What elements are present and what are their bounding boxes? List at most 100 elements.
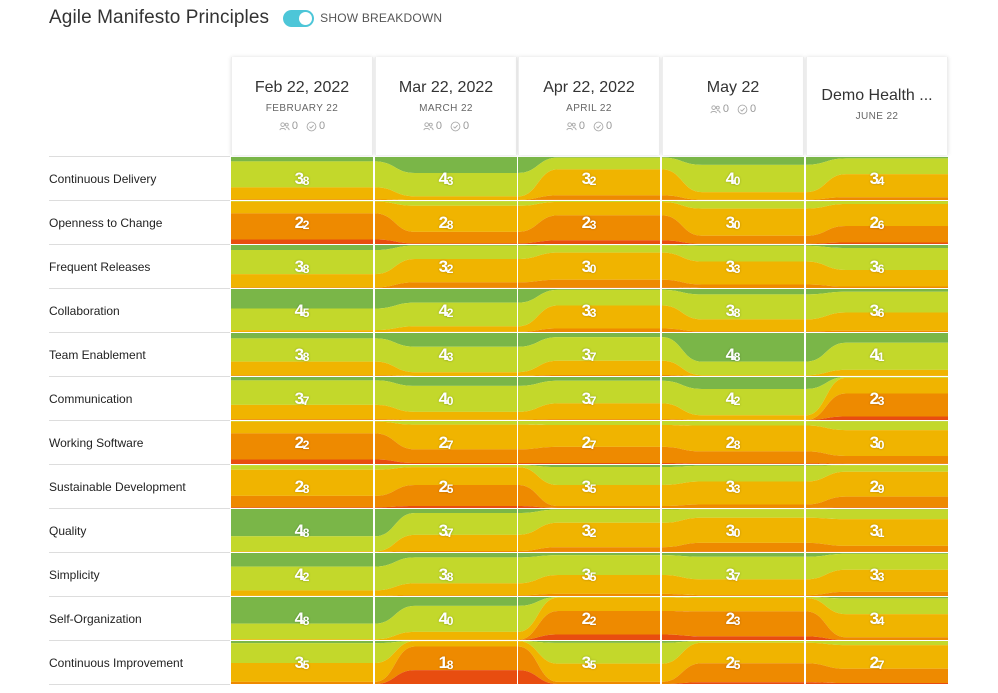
people-icon: [423, 121, 434, 130]
row-label: Simplicity: [49, 568, 100, 582]
score-cell[interactable]: 4. 3: [375, 157, 517, 200]
score-cell[interactable]: 2. 2: [231, 421, 373, 464]
score-cell[interactable]: 4. 0: [662, 157, 804, 200]
score-cell[interactable]: 4. 2: [231, 553, 373, 596]
score-cell[interactable]: 3. 7: [518, 377, 660, 420]
score-cell[interactable]: 1. 8: [375, 641, 517, 684]
column-header-1[interactable]: Feb 22, 2022 FEBRUARY 22 0 0: [231, 57, 373, 155]
band-s3: [375, 583, 517, 596]
band-s2: [662, 611, 804, 637]
score-cell[interactable]: 3. 8: [231, 333, 373, 376]
row-divider: [49, 464, 230, 465]
band-s3: [231, 404, 373, 420]
band-s3: [806, 312, 948, 332]
band-s4: [231, 566, 373, 591]
score-cell[interactable]: 3. 7: [375, 509, 517, 552]
score-cell[interactable]: 2. 5: [375, 465, 517, 508]
score-cell[interactable]: 4. 5: [231, 289, 373, 332]
column-header-4[interactable]: May 22 0 0: [662, 57, 804, 155]
score-cell[interactable]: 2. 8: [231, 465, 373, 508]
score-cell[interactable]: 2. 7: [518, 421, 660, 464]
column-date: Mar 22, 2022: [398, 79, 494, 96]
score-cell[interactable]: 3. 1: [806, 509, 948, 552]
column-header-5[interactable]: Demo Health ... JUNE 22: [806, 57, 948, 155]
row-label: Frequent Releases: [49, 260, 151, 274]
score-cell[interactable]: 3. 5: [518, 641, 660, 684]
score-cell[interactable]: 3. 6: [806, 245, 948, 288]
band-s4: [662, 380, 804, 416]
completed-value: 0: [319, 120, 326, 132]
band-s5: [518, 641, 660, 643]
score-cell[interactable]: 3. 4: [806, 597, 948, 640]
score-cell[interactable]: 4. 2: [662, 377, 804, 420]
score-cell[interactable]: 2. 2: [231, 201, 373, 244]
score-cell[interactable]: 3. 8: [231, 245, 373, 288]
score-cell[interactable]: 2. 3: [518, 201, 660, 244]
row-label: Openness to Change: [49, 216, 163, 230]
score-cell[interactable]: 3. 8: [375, 553, 517, 596]
score-cell[interactable]: 3. 2: [518, 509, 660, 552]
score-cell[interactable]: 4. 8: [231, 509, 373, 552]
score-cell[interactable]: 4. 0: [375, 597, 517, 640]
show-breakdown-label[interactable]: SHOW BREAKDOWN: [320, 11, 443, 25]
column-header-2[interactable]: Mar 22, 2022 MARCH 22 0 0: [375, 57, 517, 155]
score-cell[interactable]: 3. 7: [231, 377, 373, 420]
score-cell[interactable]: 4. 8: [231, 597, 373, 640]
band-s4: [231, 201, 373, 202]
score-cell[interactable]: 3. 0: [662, 509, 804, 552]
score-cell[interactable]: 2. 8: [375, 201, 517, 244]
score-cell[interactable]: 3. 5: [231, 641, 373, 684]
score-cell[interactable]: 3. 3: [662, 245, 804, 288]
completed-value: 0: [750, 103, 757, 115]
score-cell[interactable]: 2. 8: [662, 421, 804, 464]
score-cell[interactable]: 3. 6: [806, 289, 948, 332]
breakdown-bands: [662, 201, 804, 244]
score-cell[interactable]: 2. 2: [518, 597, 660, 640]
band-s5: [518, 333, 660, 347]
score-cell[interactable]: 3. 0: [518, 245, 660, 288]
band-s4: [806, 465, 948, 482]
show-breakdown-toggle[interactable]: [283, 9, 315, 27]
score-cell[interactable]: 2. 7: [375, 421, 517, 464]
score-cell[interactable]: 3. 5: [518, 553, 660, 596]
band-s5: [375, 553, 517, 567]
score-cell[interactable]: 2. 9: [806, 465, 948, 508]
score-cell[interactable]: 4. 0: [375, 377, 517, 420]
band-s4: [231, 623, 373, 640]
score-cell[interactable]: 3. 2: [518, 157, 660, 200]
band-s2: [662, 446, 804, 464]
score-cell[interactable]: 3. 8: [231, 157, 373, 200]
band-s5: [231, 245, 373, 251]
score-cell[interactable]: 2. 7: [806, 641, 948, 684]
score-cell[interactable]: 3. 8: [662, 289, 804, 332]
band-s5: [518, 553, 660, 558]
check-circle-icon: [593, 121, 604, 131]
score-cell[interactable]: 2. 5: [662, 641, 804, 684]
score-cell[interactable]: 3. 3: [662, 465, 804, 508]
band-s3: [375, 534, 517, 552]
score-cell[interactable]: 4. 3: [375, 333, 517, 376]
score-cell[interactable]: 3. 0: [662, 201, 804, 244]
score-cell[interactable]: 3. 3: [806, 553, 948, 596]
score-cell[interactable]: 3. 3: [518, 289, 660, 332]
score-cell[interactable]: 4. 1: [806, 333, 948, 376]
band-s1: [375, 670, 517, 684]
score-cell[interactable]: 3. 4: [806, 157, 948, 200]
breakdown-bands: [806, 377, 948, 420]
score-cell[interactable]: 3. 5: [518, 465, 660, 508]
score-cell[interactable]: 3. 7: [518, 333, 660, 376]
score-cell[interactable]: 2. 3: [662, 597, 804, 640]
score-cell[interactable]: 2. 3: [806, 377, 948, 420]
band-s3: [518, 641, 660, 682]
score-cell[interactable]: 3. 2: [375, 245, 517, 288]
score-cell[interactable]: 3. 0: [806, 421, 948, 464]
score-cell[interactable]: 2. 6: [806, 201, 948, 244]
breakdown-bands: [231, 421, 373, 464]
score-cell[interactable]: 4. 8: [662, 333, 804, 376]
band-s2: [231, 495, 373, 508]
band-s4: [662, 555, 804, 580]
column-header-3[interactable]: Apr 22, 2022 APRIL 22 0 0: [518, 57, 660, 155]
score-cell[interactable]: 4. 2: [375, 289, 517, 332]
score-cell[interactable]: 3. 7: [662, 553, 804, 596]
